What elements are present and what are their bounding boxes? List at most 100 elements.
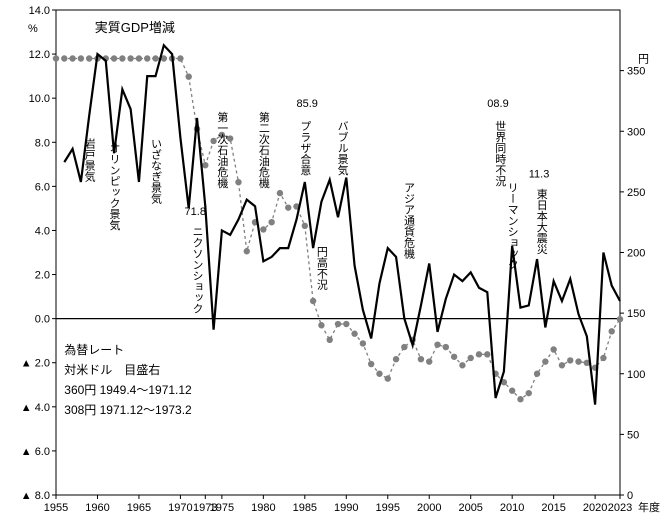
event-label: バブル景気	[336, 120, 349, 176]
left-tick-label: ▲ 4.0	[21, 402, 50, 414]
fx-marker	[418, 356, 424, 362]
left-tick-label: 0.0	[35, 314, 50, 326]
fx-marker	[310, 298, 316, 304]
right-tick-label: 300	[627, 126, 645, 138]
fx-marker	[567, 357, 573, 363]
fx-marker	[260, 226, 266, 232]
fx-marker	[393, 356, 399, 362]
right-tick-label: 350	[627, 66, 645, 78]
fx-marker	[61, 55, 67, 61]
fx-marker	[451, 354, 457, 360]
x-tick-label: 1995	[376, 502, 400, 514]
fx-marker	[111, 55, 117, 61]
right-tick-label: 200	[627, 248, 645, 260]
event-label: ニクソンショック	[191, 226, 203, 314]
fx-marker	[426, 358, 432, 364]
fx-marker	[69, 55, 75, 61]
left-tick-label: ▲ 2.0	[21, 358, 50, 370]
left-tick-label: 6.0	[35, 181, 50, 193]
x-tick-label: 2005	[458, 502, 482, 514]
fx-marker	[517, 396, 523, 402]
chart-title: 実質GDP増減	[95, 20, 175, 35]
fx-marker	[152, 55, 158, 61]
fx-marker	[351, 331, 357, 337]
x-tick-label: 1960	[85, 502, 109, 514]
left-tick-label: 10.0	[29, 93, 50, 105]
right-tick-label: 50	[627, 429, 639, 441]
fx-marker	[360, 340, 366, 346]
fx-marker	[186, 73, 192, 79]
left-axis-unit: %	[28, 23, 38, 35]
fx-marker	[376, 371, 382, 377]
fx-marker	[244, 248, 250, 254]
x-tick-label: 1970	[168, 502, 192, 514]
fx-marker	[484, 351, 490, 357]
fx-marker	[277, 190, 283, 196]
fx-marker	[343, 321, 349, 327]
event-label: プラザ合意	[299, 120, 312, 175]
event-label: 第一次石油危機	[216, 110, 229, 189]
fx-marker	[609, 328, 615, 334]
fx-marker	[509, 388, 515, 394]
x-tick-label: 1990	[334, 502, 358, 514]
fx-marker	[368, 361, 374, 367]
event-label: 第二次石油危機	[257, 110, 270, 189]
fx-marker	[559, 362, 565, 368]
x-tick-label: 2023	[608, 502, 632, 514]
right-tick-label: 150	[627, 308, 645, 320]
fx-marker	[459, 362, 465, 368]
event-label: 71.8	[185, 206, 206, 218]
left-tick-label: 8.0	[35, 137, 50, 149]
x-tick-label: 2000	[417, 502, 441, 514]
x-axis-label: 年度	[638, 500, 660, 514]
fx-marker	[476, 351, 482, 357]
fx-marker	[127, 55, 133, 61]
event-label: 岩戸景気	[83, 137, 96, 183]
fx-marker	[617, 316, 623, 322]
fx-marker	[401, 344, 407, 350]
fx-marker	[268, 219, 274, 225]
x-tick-label: 1980	[251, 502, 275, 514]
event-label: オリンピック景気	[108, 142, 121, 231]
fx-marker	[534, 371, 540, 377]
fx-marker	[542, 358, 548, 364]
x-tick-label: 1965	[127, 502, 151, 514]
fx-marker	[177, 55, 183, 61]
fx-marker	[526, 390, 532, 396]
fx-info-line: 360円 1949.4～1971.12	[64, 383, 192, 397]
event-label: 85.9	[297, 98, 318, 110]
event-label: 東日本大震災	[535, 188, 548, 254]
fx-marker	[235, 179, 241, 185]
x-tick-label: 2020	[583, 502, 607, 514]
fx-marker	[119, 55, 125, 61]
fx-marker	[443, 344, 449, 350]
fx-marker	[600, 355, 606, 361]
fx-marker	[434, 341, 440, 347]
right-tick-label: 100	[627, 369, 645, 381]
event-label: 円高不況	[315, 246, 328, 291]
left-tick-label: 2.0	[35, 270, 50, 282]
left-tick-label: ▲ 6.0	[21, 446, 50, 458]
chart-container: ▲ 8.0▲ 6.0▲ 4.0▲ 2.00.02.04.06.08.010.01…	[0, 0, 669, 526]
fx-marker	[575, 358, 581, 364]
x-tick-label: 1985	[293, 502, 317, 514]
fx-marker	[550, 346, 556, 352]
x-tick-label: 1975	[210, 502, 234, 514]
fx-marker	[78, 55, 84, 61]
gdp-fx-chart: ▲ 8.0▲ 6.0▲ 4.0▲ 2.00.02.04.06.08.010.01…	[0, 0, 669, 526]
fx-marker	[136, 55, 142, 61]
fx-marker	[285, 204, 291, 210]
right-tick-label: 0	[627, 490, 633, 502]
fx-marker	[227, 135, 233, 141]
right-tick-label: 250	[627, 187, 645, 199]
left-tick-label: 14.0	[29, 5, 50, 17]
fx-marker	[302, 223, 308, 229]
event-label: リーマンショック	[506, 182, 518, 270]
fx-marker	[53, 55, 59, 61]
fx-marker	[318, 322, 324, 328]
fx-info-line: 為替レート	[64, 343, 124, 357]
event-label: アジア通貨危機	[403, 182, 416, 260]
fx-marker	[86, 55, 92, 61]
fx-marker	[468, 355, 474, 361]
event-label: いざなぎ景気	[150, 138, 163, 205]
